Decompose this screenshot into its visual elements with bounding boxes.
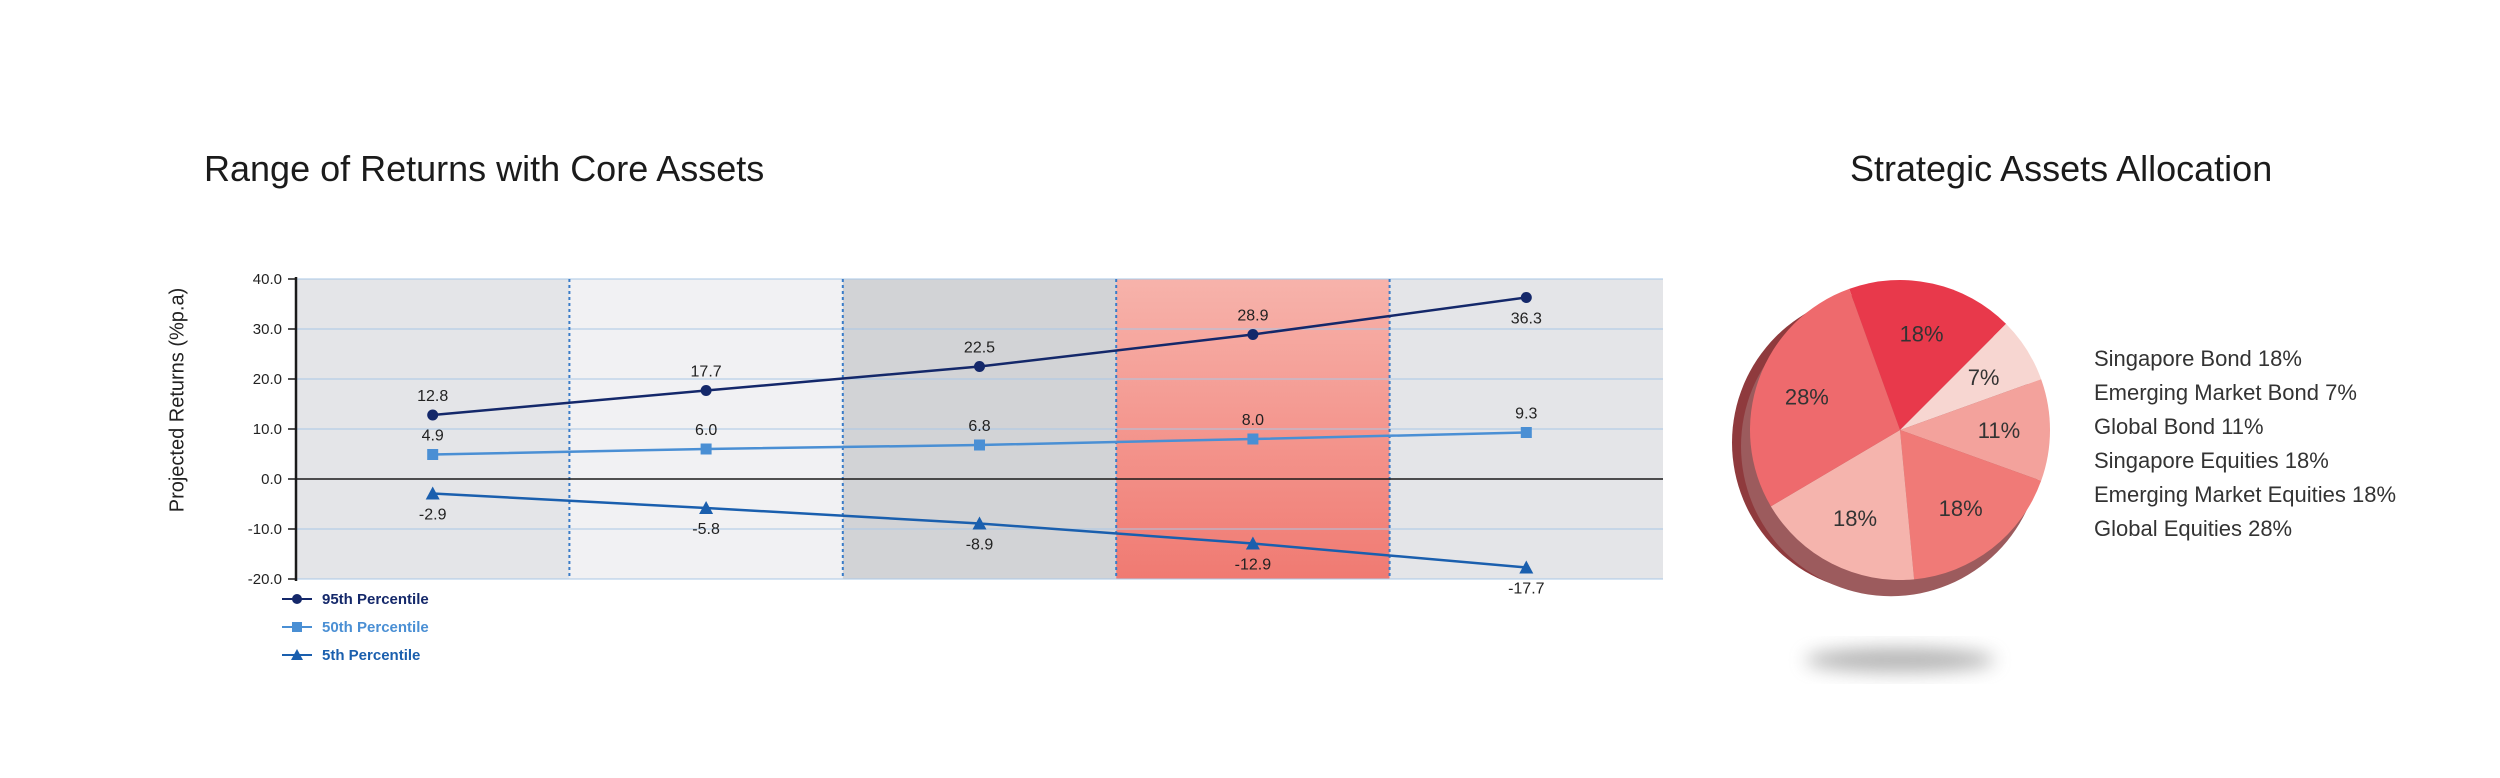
pie-legend-item: Global Bond 11% — [2094, 414, 2264, 439]
data-label: 6.8 — [968, 418, 990, 435]
pie-slice — [1750, 288, 1900, 507]
legend-label-5th: 5th Percentile — [322, 647, 421, 664]
legend-label-50th: 50th Percentile — [322, 619, 429, 636]
pie-legend-item: Singapore Bond 18% — [2094, 346, 2302, 371]
data-label: 6.0 — [695, 422, 717, 439]
data-label: 22.5 — [964, 340, 995, 357]
series-95th-point — [700, 385, 712, 396]
circle-marker-icon — [282, 594, 312, 604]
pie-slice — [1849, 280, 2007, 430]
y-tick-label: 0.0 — [261, 471, 282, 488]
y-tick-label: 20.0 — [253, 371, 282, 388]
data-label: 8.0 — [1242, 412, 1264, 429]
pie-slice — [1900, 430, 2042, 580]
y-tick-label: 30.0 — [253, 321, 282, 338]
data-label: 36.3 — [1511, 311, 1542, 328]
pie-shadow — [1805, 648, 1995, 672]
data-label: 4.9 — [422, 428, 444, 445]
y-tick-label: -10.0 — [248, 521, 282, 538]
series-5th-point — [1245, 536, 1260, 550]
pie-legend-item: Global Equities 28% — [2094, 516, 2293, 541]
pie-slice — [1900, 323, 2042, 430]
triangle-marker-icon — [282, 649, 312, 660]
y-tick-label: -20.0 — [248, 571, 282, 588]
series-50th-point — [427, 449, 439, 460]
data-label: 9.3 — [1515, 406, 1537, 423]
data-label: 28.9 — [1237, 308, 1268, 325]
series-5th-point — [1519, 560, 1534, 574]
line-chart-title: Range of Returns with Core Assets — [204, 148, 765, 189]
pie-legend-item: Singapore Equities 18% — [2094, 448, 2329, 473]
legend-label-95th: 95th Percentile — [322, 591, 429, 608]
data-label: -5.8 — [692, 521, 720, 538]
pie-legend-item: Emerging Market Equities 18% — [2094, 482, 2397, 507]
series-95th-point — [1520, 292, 1532, 303]
pie-slice-label: 18% — [1939, 496, 1983, 521]
y-tick-label: 10.0 — [253, 421, 282, 438]
data-label: 17.7 — [691, 364, 722, 381]
series-5th-point — [972, 516, 987, 530]
pie-slice-label: 11% — [1978, 418, 2020, 443]
series-50th-point — [700, 443, 712, 455]
pie-chart: 18% 7% 11% 18% 18% 28% — [1732, 280, 2050, 672]
data-label: -8.9 — [966, 537, 994, 554]
pie-slice — [1900, 379, 2050, 481]
square-marker-icon — [282, 622, 312, 632]
y-tick-label: 40.0 — [253, 271, 282, 288]
pie-slice-label: 18% — [1833, 506, 1877, 531]
data-label: -12.9 — [1235, 557, 1272, 574]
pie-legend-item: Emerging Market Bond 7% — [2094, 380, 2357, 405]
series-50th-point — [1520, 427, 1532, 438]
series-95th-point — [974, 361, 985, 372]
data-label: -17.7 — [1508, 581, 1545, 598]
pie-slice-label: 18% — [1900, 321, 1944, 346]
series-95th-point — [1247, 329, 1259, 340]
pie-chart-title: Strategic Assets Allocation — [1850, 148, 2273, 189]
data-label: -2.9 — [419, 507, 447, 524]
series-50th-point — [1247, 433, 1259, 445]
pie-slice-label: 28% — [1785, 384, 1829, 409]
pie-slice — [1770, 430, 1915, 580]
pie-chart-legend: Singapore Bond 18% Emerging Market Bond … — [2094, 342, 2396, 546]
series-50th-point — [974, 439, 985, 451]
line-chart: 40.0 30.0 20.0 10.0 0.0 -10.0 -20.0 12.8 17.7 22.… — [248, 271, 1663, 598]
pie-slice-label: 7% — [1968, 365, 2000, 390]
series-5th-point — [425, 486, 440, 500]
data-label: 12.8 — [417, 388, 448, 405]
series-95th-point — [427, 409, 439, 421]
series-5th-point — [699, 501, 714, 514]
